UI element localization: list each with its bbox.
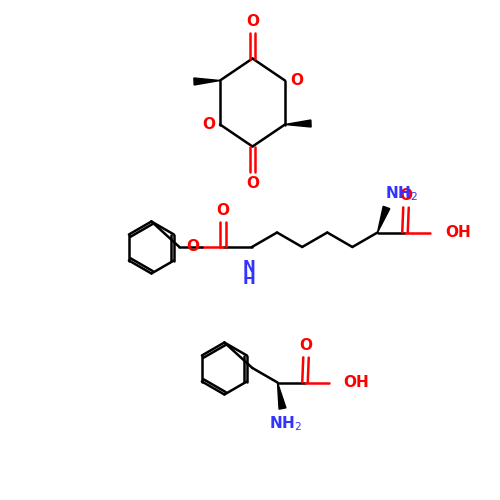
- Text: O: O: [246, 14, 259, 28]
- Polygon shape: [285, 120, 311, 127]
- Polygon shape: [278, 382, 286, 409]
- Text: NH$_2$: NH$_2$: [268, 414, 302, 433]
- Text: OH: OH: [343, 375, 369, 390]
- Polygon shape: [194, 78, 220, 85]
- Text: O: O: [300, 338, 312, 353]
- Text: O: O: [216, 203, 230, 218]
- Text: NH$_2$: NH$_2$: [385, 184, 418, 203]
- Text: OH: OH: [445, 225, 471, 240]
- Text: O: O: [290, 73, 303, 88]
- Text: O: O: [202, 117, 215, 132]
- Text: O: O: [246, 176, 259, 192]
- Text: N: N: [243, 260, 256, 274]
- Text: O: O: [400, 188, 412, 204]
- Text: H: H: [243, 272, 256, 287]
- Polygon shape: [378, 206, 390, 233]
- Text: O: O: [186, 239, 200, 254]
